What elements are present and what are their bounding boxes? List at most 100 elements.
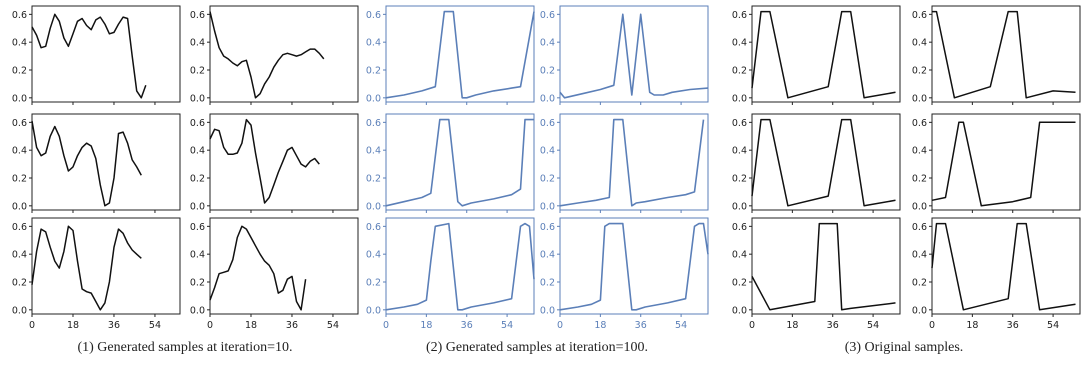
plot-frame (209, 5, 359, 103)
subplot-g3-r3-c2: 0.0 0.2 0.4 0.6 0 18 36 54 (912, 217, 1081, 331)
subplot-g1-r1-c1: 0.0 0.2 0.4 0.6 (12, 5, 181, 105)
subplot-g3-r1-c1: 0.0 0.2 0.4 0.6 (732, 5, 901, 105)
subplot-g1-r2-c1: 0.0 0.2 0.4 0.6 (12, 113, 181, 213)
plot-frame (209, 113, 359, 211)
y-tick-label: 0.2 (540, 66, 555, 77)
y-tick-label: 0.4 (366, 146, 381, 157)
y-tick-label: 0.0 (366, 201, 381, 212)
plot-frame (751, 113, 901, 211)
y-tick-label: 0.0 (732, 305, 747, 316)
x-tick-label: 54 (1047, 320, 1059, 331)
y-tick-label: 0.2 (540, 174, 555, 185)
x-tick-label: 54 (327, 320, 339, 331)
y-tick-label: 0.0 (366, 305, 381, 316)
y-tick-label: 0.2 (912, 66, 927, 77)
subplot-g1-r3-c1: 0.0 0.2 0.4 0.6 0 18 36 54 (12, 217, 181, 331)
y-tick-label: 0.0 (12, 93, 27, 104)
x-tick-label: 0 (207, 320, 213, 331)
x-tick-label: 54 (149, 320, 161, 331)
y-tick-label: 0.6 (12, 10, 27, 21)
y-tick-label: 0.0 (12, 201, 27, 212)
x-tick-label: 36 (286, 320, 298, 331)
y-tick-label: 0.4 (540, 38, 555, 49)
y-tick-label: 0.6 (366, 10, 381, 21)
plot-frame (931, 5, 1081, 103)
x-tick-label: 36 (1007, 320, 1019, 331)
y-tick-label: 0.6 (190, 118, 205, 129)
y-tick-label: 0.4 (12, 250, 27, 261)
series-line (559, 118, 705, 207)
y-tick-label: 0.2 (732, 66, 747, 77)
plot-frame (385, 5, 535, 103)
x-tick-label: 18 (420, 320, 432, 331)
y-tick-label: 0.6 (366, 222, 381, 233)
series-line (31, 225, 142, 311)
subplot-g3-r3-c1: 0.0 0.2 0.4 0.6 0 18 36 54 (732, 217, 901, 331)
y-tick-label: 0.2 (912, 278, 927, 289)
y-tick-label: 0.6 (912, 10, 927, 21)
y-tick-label: 0.4 (540, 250, 555, 261)
series-line (209, 225, 307, 311)
y-tick-label: 0.4 (540, 146, 555, 157)
y-tick-label: 0.6 (190, 222, 205, 233)
x-tick-label: 18 (245, 320, 257, 331)
series-line (385, 118, 534, 207)
x-tick-label: 18 (966, 320, 978, 331)
y-tick-label: 0.2 (12, 174, 27, 185)
subplot-g3-r2-c2: 0.0 0.2 0.4 0.6 (912, 113, 1081, 213)
y-tick-label: 0.6 (540, 118, 555, 129)
y-tick-label: 0.0 (732, 93, 747, 104)
x-tick-label: 0 (557, 320, 563, 331)
x-tick-label: 54 (675, 320, 687, 331)
y-tick-label: 0.2 (190, 174, 205, 185)
y-tick-label: 0.2 (912, 174, 927, 185)
series-line (559, 13, 709, 99)
series-line (932, 10, 1076, 99)
y-tick-label: 0.6 (912, 118, 927, 129)
y-tick-label: 0.6 (732, 118, 747, 129)
y-tick-label: 0.0 (540, 201, 555, 212)
x-tick-label: 0 (29, 320, 35, 331)
y-tick-label: 0.4 (12, 38, 27, 49)
y-tick-label: 0.4 (190, 146, 205, 157)
y-tick-label: 0.0 (912, 305, 927, 316)
y-tick-label: 0.2 (732, 174, 747, 185)
y-tick-label: 0.4 (912, 146, 927, 157)
series-line (31, 13, 147, 99)
series-line (559, 222, 709, 311)
series-line (385, 222, 535, 311)
y-tick-label: 0.4 (366, 38, 381, 49)
plot-frame (31, 113, 181, 211)
subplot-g1-r1-c2: 0.0 0.2 0.4 0.6 (190, 5, 359, 105)
y-tick-label: 0.6 (12, 118, 27, 129)
y-tick-label: 0.0 (540, 305, 555, 316)
y-tick-label: 0.4 (190, 250, 205, 261)
caption-iteration-100: (2) Generated samples at iteration=100. (425, 340, 649, 355)
y-tick-label: 0.0 (190, 305, 205, 316)
y-tick-label: 0.2 (366, 278, 381, 289)
subplot-g2-r3-c1: 0.0 0.2 0.4 0.6 0 18 36 54 (366, 217, 535, 331)
y-tick-label: 0.0 (912, 201, 927, 212)
y-tick-label: 0.2 (366, 174, 381, 185)
y-tick-label: 0.4 (732, 146, 747, 157)
x-tick-label: 36 (635, 320, 647, 331)
y-tick-label: 0.0 (912, 93, 927, 104)
subplot-g2-r2-c1: 0.0 0.2 0.4 0.6 (366, 113, 535, 213)
y-tick-label: 0.6 (540, 222, 555, 233)
plot-frame (559, 5, 709, 103)
y-tick-label: 0.6 (912, 222, 927, 233)
x-tick-label: 0 (383, 320, 389, 331)
subplot-g3-r1-c2: 0.0 0.2 0.4 0.6 (912, 5, 1081, 105)
x-tick-label: 0 (929, 320, 935, 331)
y-tick-label: 0.4 (912, 250, 927, 261)
y-tick-label: 0.4 (12, 146, 27, 157)
series-line (209, 118, 320, 204)
y-tick-label: 0.4 (912, 38, 927, 49)
plot-frame (209, 217, 359, 315)
series-line (751, 222, 896, 311)
x-tick-label: 18 (67, 320, 79, 331)
x-tick-label: 36 (461, 320, 473, 331)
subplot-g1-r3-c2: 0.0 0.2 0.4 0.6 0 18 36 54 (190, 217, 359, 331)
y-tick-label: 0.6 (732, 222, 747, 233)
